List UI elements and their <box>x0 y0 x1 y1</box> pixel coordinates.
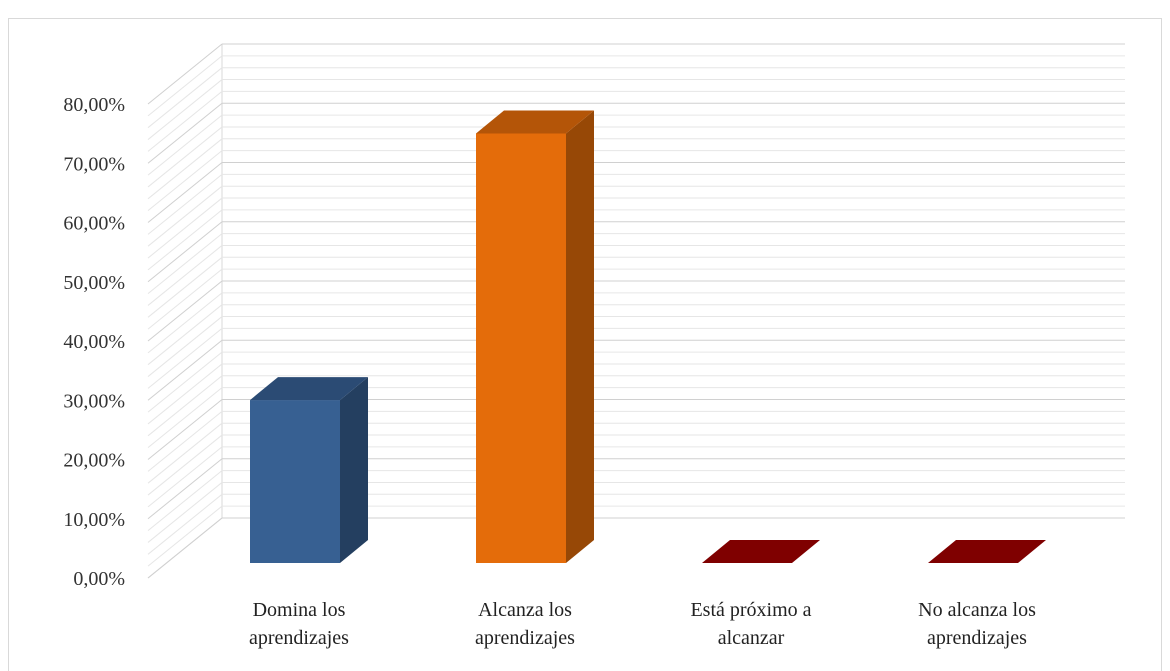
gridline-minor-side <box>147 126 223 188</box>
x-category-label: Domina los aprendizajes <box>249 599 349 649</box>
x-category-label-line: aprendizajes <box>927 627 1027 649</box>
gridline-major-side <box>147 280 223 342</box>
bar-top <box>928 540 1046 563</box>
x-category-label-line: Está próximo a <box>690 599 811 621</box>
gridline-minor-side <box>147 470 223 531</box>
x-category-label-line: alcanzar <box>718 627 785 649</box>
y-tick-label: 0,00% <box>73 568 125 590</box>
gridline-minor-side <box>147 375 223 437</box>
gridlines <box>147 43 1125 579</box>
gridline-minor-side <box>147 173 223 235</box>
x-axis-labels: Domina los aprendizajes Alcanza los aprendi… <box>249 599 1036 649</box>
bars <box>250 110 1046 563</box>
gridline-minor-side <box>147 387 223 449</box>
bar <box>476 110 594 563</box>
gridline-minor-side <box>147 422 223 484</box>
x-category-label: Está próximo a alcanzar <box>690 599 811 649</box>
gridline-minor-side <box>147 185 223 247</box>
gridline-minor-side <box>147 410 223 472</box>
gridline-minor-side <box>147 268 223 330</box>
y-tick-label: 60,00% <box>63 213 125 235</box>
gridline-minor-side <box>147 304 223 366</box>
gridline-minor-side <box>147 434 223 496</box>
gridline-minor-side <box>147 482 223 543</box>
x-category-label: Alcanza los aprendizajes <box>475 599 575 649</box>
bar-top <box>476 110 594 134</box>
bar-side <box>340 377 368 563</box>
x-category-label-line: Domina los <box>253 599 346 621</box>
y-tick-label: 50,00% <box>63 272 125 294</box>
gridline-minor-side <box>147 328 223 389</box>
bar-side <box>566 110 594 563</box>
gridline-minor-side <box>147 493 223 555</box>
gridline-minor-side <box>147 114 223 176</box>
gridline-minor-side <box>147 505 223 567</box>
gridline-major-side <box>147 458 223 520</box>
gridline-minor-side <box>147 363 223 425</box>
gridline-major-side <box>147 399 223 460</box>
bar <box>928 540 1046 563</box>
gridline-major-side <box>147 43 223 105</box>
y-tick-label: 30,00% <box>63 390 125 412</box>
y-tick-label: 40,00% <box>63 331 125 353</box>
y-tick-label: 70,00% <box>63 153 125 175</box>
bar <box>702 540 820 563</box>
gridline-minor-side <box>147 209 223 271</box>
gridline-minor-side <box>147 91 223 152</box>
bar-front <box>476 133 566 563</box>
x-category-label-line: No alcanza los <box>918 599 1036 621</box>
gridline-major-side <box>147 221 223 283</box>
bar-top <box>250 377 368 401</box>
gridline-minor-side <box>147 67 223 129</box>
x-category-label-line: Alcanza los <box>478 599 572 621</box>
gridline-minor-side <box>147 245 223 306</box>
x-category-label-line: aprendizajes <box>249 627 349 649</box>
bar-front <box>250 400 340 563</box>
gridline-minor-side <box>147 55 223 117</box>
gridline-major-side <box>147 517 223 579</box>
y-tick-label: 80,00% <box>63 94 125 116</box>
gridline-minor-side <box>147 256 223 318</box>
y-tick-label: 20,00% <box>63 450 125 472</box>
gridline-minor-side <box>147 79 223 140</box>
gridline-major-side <box>147 339 223 401</box>
gridline-major-side <box>147 162 223 223</box>
y-tick-label: 10,00% <box>63 509 125 531</box>
bar-top <box>702 540 820 563</box>
gridline-minor-side <box>147 292 223 354</box>
gridline-minor-side <box>147 316 223 377</box>
x-category-label: No alcanza los aprendizajes <box>918 599 1036 649</box>
gridline-minor-side <box>147 138 223 200</box>
y-axis-ticks: 0,00% 10,00% 20,00% 30,00% 40,00% 50,00% 60,00… <box>63 94 125 590</box>
bar <box>250 377 368 563</box>
gridline-major-side <box>147 102 223 164</box>
x-category-label-line: aprendizajes <box>475 627 575 649</box>
gridline-minor-side <box>147 150 223 212</box>
gridline-minor-side <box>147 233 223 294</box>
gridline-minor-side <box>147 197 223 259</box>
gridline-minor-side <box>147 351 223 413</box>
gridline-minor-side <box>147 446 223 508</box>
